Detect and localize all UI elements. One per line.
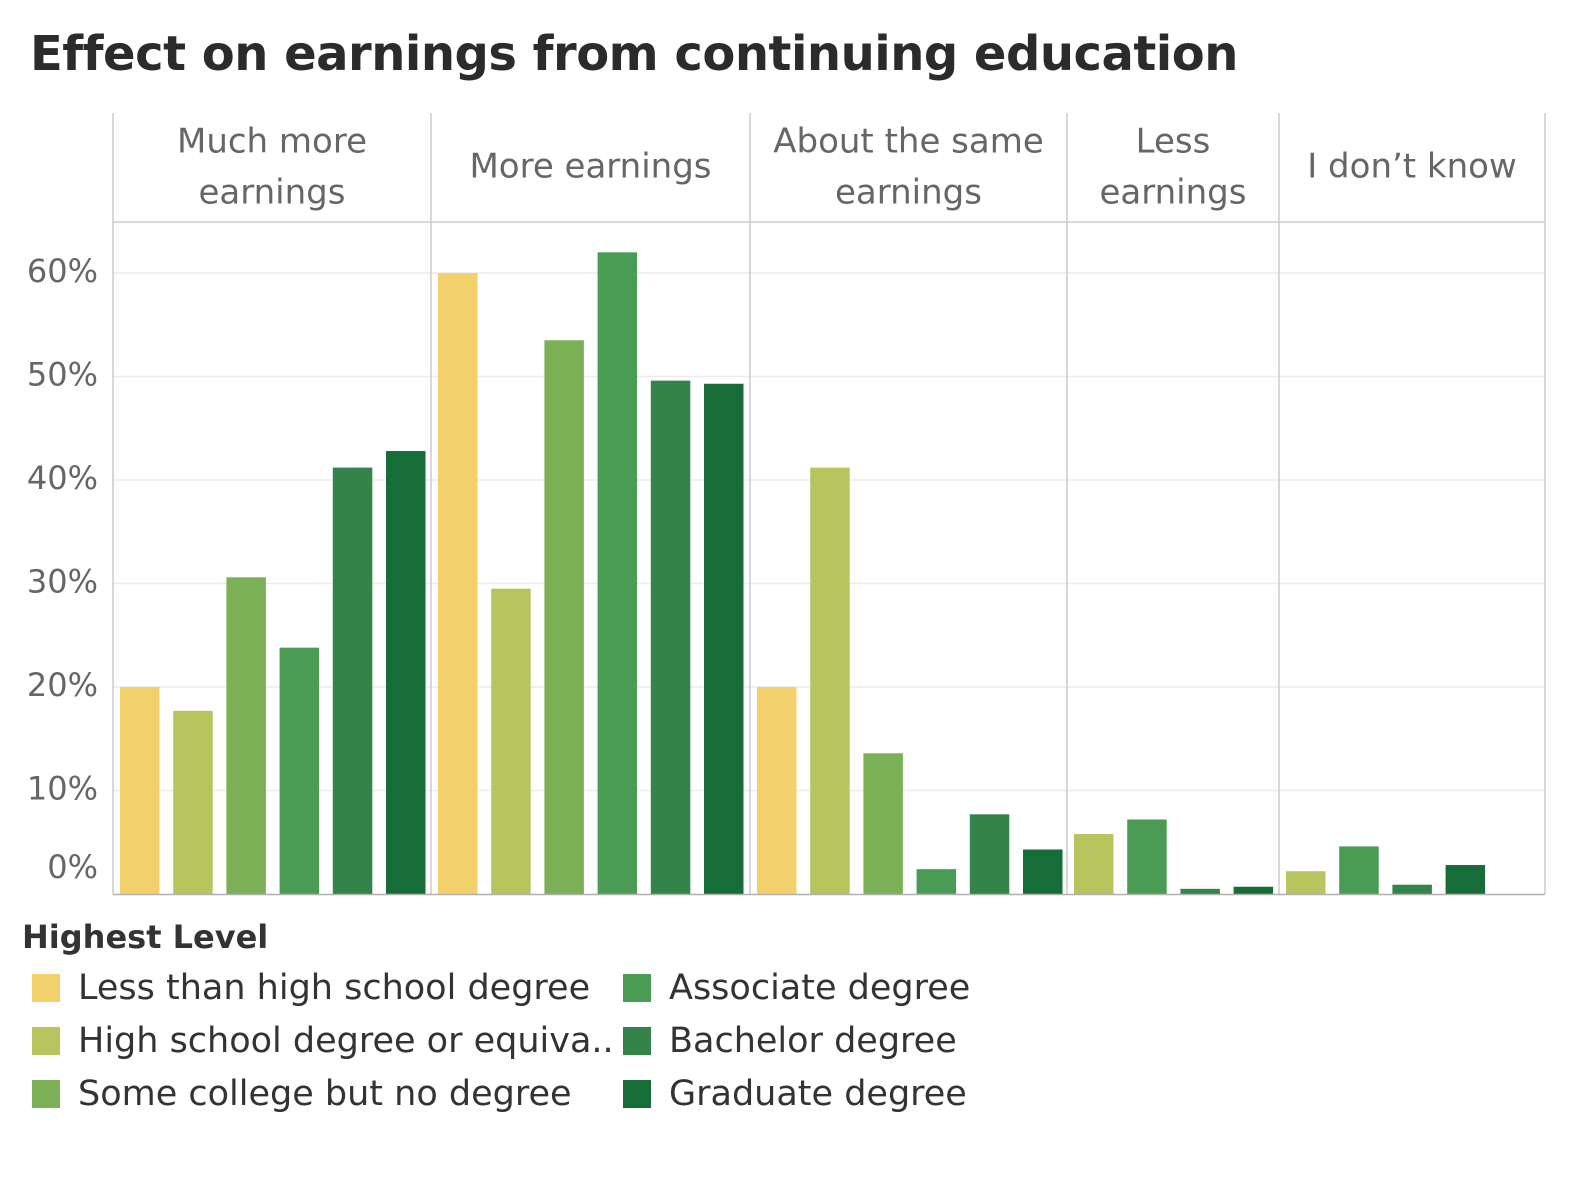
legend-item: High school degree or equiva.. [32,1021,614,1061]
bar-1-6 [386,451,426,894]
bar-1-1 [120,687,160,894]
y-tick-label: 0% [47,848,98,886]
bar-5-2 [1286,871,1326,894]
bar-chart: 0% 10% 20% 30% 40% 50% 60% Much more earnings Mor… [27,113,1546,896]
bar-2-6 [704,383,744,894]
bar-1-2 [173,710,213,894]
legend-swatch [32,974,60,1002]
panel-label: earnings [199,173,346,213]
bar-5-4 [1339,846,1379,894]
legend-item: Some college but no degree [32,1074,572,1114]
y-tick-label: 10% [27,770,98,808]
y-tick-label: 40% [27,459,98,497]
legend-swatch [32,1027,60,1055]
y-tick-label: 50% [27,356,98,394]
legend-label: Less than high school degree [78,968,591,1008]
bar-2-5 [650,380,691,894]
bar-4-6 [1233,886,1274,894]
legend-label: High school degree or equiva.. [78,1021,614,1061]
bar-3-5 [969,814,1010,894]
bar-3-4 [916,869,957,894]
bar-2-1 [438,273,478,894]
panel-label: I don’t know [1307,147,1517,187]
y-tick-label: 60% [27,252,98,290]
legend-label: Graduate degree [669,1074,967,1114]
bar-4-5 [1180,888,1220,894]
bar-1-3 [226,577,266,894]
panel-label: About the same [773,122,1044,162]
bar-1-5 [332,467,373,894]
bar-2-2 [491,588,531,894]
legend-title: Highest Level [22,918,269,956]
legend-swatch [623,1027,651,1055]
chart-title: Effect on earnings from continuing educa… [30,26,1238,82]
panel-label: earnings [1100,173,1247,213]
bar-3-2 [810,467,850,894]
legend-items: Less than high school degree High school … [22,968,1022,1148]
bar-2-3 [544,340,584,894]
panel-label: earnings [835,173,982,213]
legend-swatch [623,974,651,1002]
legend-item: Bachelor degree [623,1021,957,1061]
bar-3-1 [757,687,797,894]
y-tick-label: 20% [27,666,98,704]
legend-item: Associate degree [623,968,970,1008]
legend-swatch [32,1080,60,1108]
bar-2-4 [597,252,638,895]
panel-label: Much more [177,122,367,162]
bar-5-5 [1392,884,1432,894]
bar-4-4 [1127,819,1167,894]
legend-label: Some college but no degree [78,1074,572,1114]
legend-swatch [623,1080,651,1108]
panel-label: Less [1136,122,1211,162]
y-tick-label: 30% [27,563,98,601]
legend: Highest Level Less than high school degr… [22,918,1022,1148]
legend-item: Graduate degree [623,1074,967,1114]
legend-label: Bachelor degree [669,1021,957,1061]
bar-3-3 [863,753,903,894]
bar-3-6 [1023,849,1063,894]
bar-4-2 [1074,833,1114,894]
bar-1-4 [279,647,320,894]
legend-label: Associate degree [669,968,971,1008]
legend-item: Less than high school degree [32,968,590,1008]
bar-5-6 [1445,865,1486,894]
panel-label: More earnings [469,147,711,187]
